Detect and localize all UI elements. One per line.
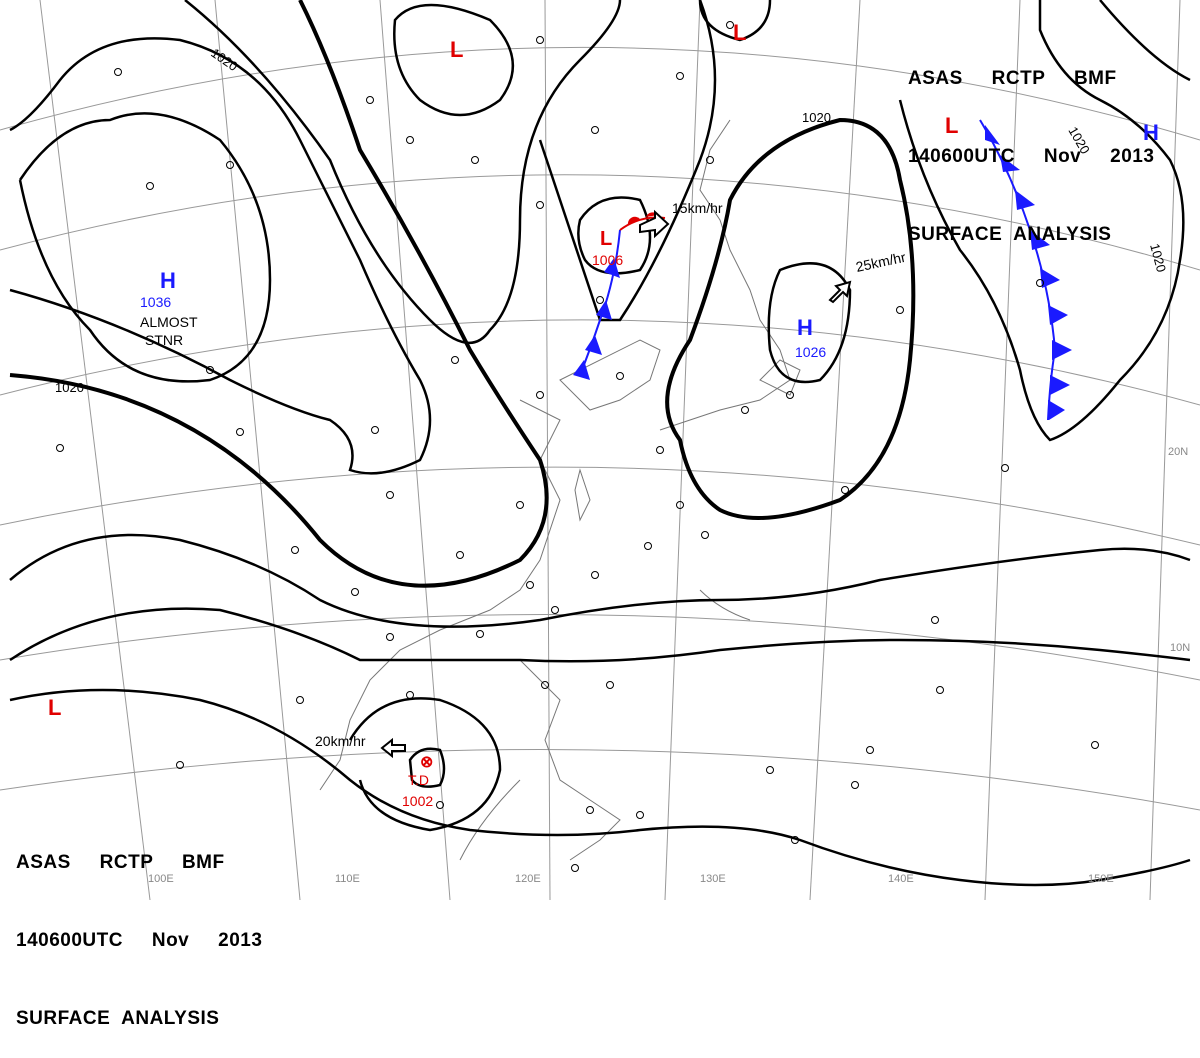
station-plots — [56, 21, 1099, 872]
low-symbol-east: L — [945, 113, 958, 138]
cold-front-west — [573, 229, 621, 380]
high-symbol-far-east: H — [1143, 120, 1159, 145]
low-1006-symbol: L — [600, 228, 612, 250]
isobar-label-2: 1020 — [55, 380, 84, 395]
high-1026-value: 1026 — [795, 344, 826, 360]
lon-label-130e: 130E — [700, 873, 726, 885]
lon-label-150e: 150E — [1088, 873, 1114, 885]
pressure-systems: H 1036 ALMOST STNR H 1026 L 1006 ⊗ T.D 1… — [48, 20, 1159, 809]
coordinate-labels: 100E 110E 120E 130E 140E 150E 20N 10N — [148, 446, 1190, 885]
header-bottom-line2: 140600UTC Nov 2013 — [16, 930, 263, 951]
high-1036-note-line2: STNR — [145, 332, 183, 348]
lat-label-20n: 20N — [1168, 446, 1188, 458]
cold-front-east — [979, 119, 1072, 421]
lon-label-110e: 110E — [335, 873, 360, 885]
header-bottom-left: ASAS RCTP BMF 140600UTC Nov 2013 SURFACE… — [16, 798, 262, 1058]
high-1036-symbol: H — [160, 268, 176, 293]
header-top-line2: 140600UTC Nov 2013 — [908, 146, 1155, 167]
lon-label-120e: 120E — [515, 873, 541, 885]
header-top-line1: ASAS RCTP BMF — [908, 68, 1117, 89]
lon-label-140e: 140E — [888, 873, 914, 885]
header-bottom-line1: ASAS RCTP BMF — [16, 852, 225, 873]
low-symbol-north: L — [450, 37, 463, 62]
td-value: 1002 — [402, 793, 433, 809]
lat-label-10n: 10N — [1170, 642, 1190, 654]
high-1026-symbol: H — [797, 315, 813, 340]
high-1036-value: 1036 — [140, 294, 171, 310]
header-top-line3: SURFACE ANALYSIS — [908, 224, 1112, 245]
surface-analysis-map: H 1036 ALMOST STNR H 1026 L 1006 ⊗ T.D 1… — [0, 0, 1200, 900]
isobar-label-5: 1020 — [1147, 242, 1169, 274]
motion-label-low: 15km/hr — [672, 200, 723, 216]
motion-label-td: 20km/hr — [315, 733, 366, 749]
low-1006-value: 1006 — [592, 252, 623, 268]
header-bottom-line3: SURFACE ANALYSIS — [16, 1008, 220, 1029]
td-label: T.D — [408, 772, 429, 788]
isobar-labels: 1020 1020 1020 1020 1020 — [55, 45, 1169, 395]
isobar-label-3: 1020 — [802, 110, 831, 125]
low-symbol-southwest: L — [48, 695, 61, 720]
low-symbol-northeast: L — [733, 20, 746, 45]
header-top-right: ASAS RCTP BMF 140600UTC Nov 2013 SURFACE… — [908, 14, 1154, 274]
isobars — [9, 0, 1191, 887]
high-1036-note-line1: ALMOST — [140, 314, 198, 330]
td-symbol: ⊗ — [420, 754, 433, 771]
motion-arrows — [380, 209, 852, 759]
lon-label-100e: 100E — [148, 873, 174, 885]
